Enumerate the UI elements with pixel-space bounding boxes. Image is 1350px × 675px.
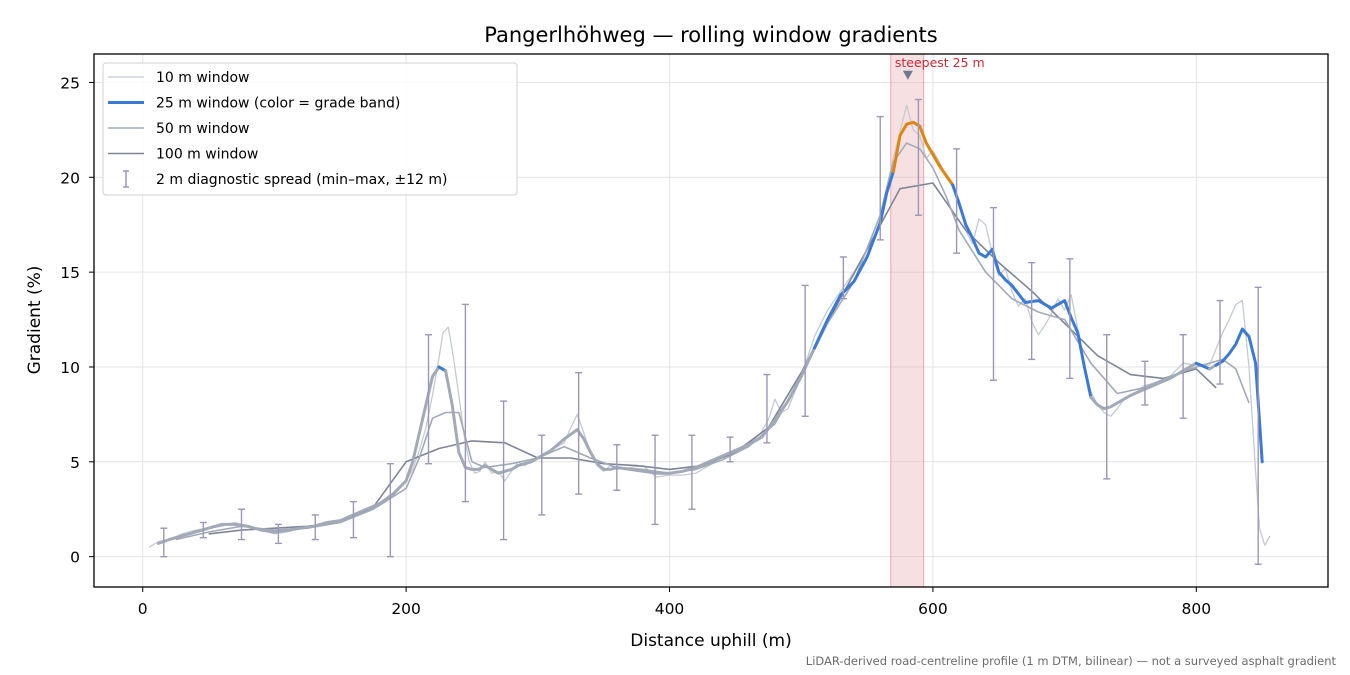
series-layer (148, 104, 1271, 548)
x-tick-label: 400 (655, 600, 685, 618)
series-line-25m-segment (1214, 327, 1264, 464)
steepest-label: steepest 25 m (895, 55, 985, 70)
legend-box (102, 62, 518, 196)
series-line-25m-segment (157, 365, 441, 545)
tick-layer: 0 200 400 600 800 0 5 10 15 20 25 (60, 74, 1211, 618)
y-axis-label: Gradient (%) (25, 266, 45, 375)
y-tick-label: 25 (60, 74, 80, 92)
y-tick-label: 0 (70, 549, 80, 567)
series-line-2 (175, 142, 1250, 541)
plot-frame (93, 53, 1329, 588)
errorbar-layer (160, 98, 1262, 565)
series-line-25m-segment (891, 120, 955, 187)
legend-label: 100 m window (156, 147, 258, 163)
x-tick-label: 200 (391, 600, 421, 618)
legend: 10 m window 25 m window (color = grade ba… (102, 62, 518, 196)
y-tick-label: 15 (60, 264, 80, 282)
x-tick-label: 0 (138, 600, 148, 618)
series-line-25m-segment (1194, 361, 1211, 371)
chart-title: Pangerlhöhweg — rolling window gradients (484, 23, 937, 47)
series-line-25m-segment (951, 183, 1093, 399)
x-axis-label: Distance uphill (m) (630, 631, 791, 651)
x-tick-label: 800 (1182, 600, 1212, 618)
legend-label: 10 m window (156, 70, 249, 86)
annotation-layer: steepest 25 m (895, 55, 985, 80)
caption: LiDAR-derived road-centreline profile (1… (806, 654, 1337, 668)
y-tick-label: 10 (60, 359, 80, 377)
legend-label: 2 m diagnostic spread (min–max, ±12 m) (156, 172, 447, 188)
x-tick-label: 600 (918, 600, 948, 618)
y-tick-label: 20 (60, 169, 80, 187)
series-line-25m-segment (812, 170, 895, 350)
y-tick-label: 5 (70, 454, 80, 472)
series-line-25m-segment (1089, 361, 1198, 411)
legend-label: 25 m window (color = grade band) (156, 96, 400, 112)
series-line-25m-segment (444, 346, 816, 475)
legend-label: 50 m window (156, 121, 249, 137)
steepest-marker (902, 70, 913, 80)
